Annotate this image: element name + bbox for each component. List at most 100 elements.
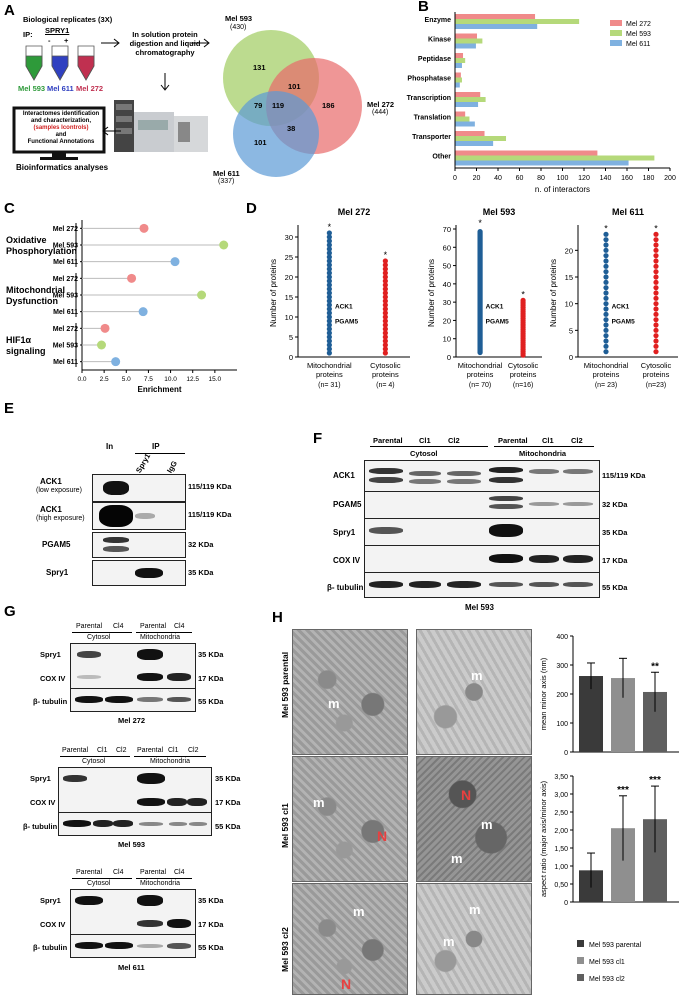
d-ytick-label: 70 — [443, 225, 451, 234]
venn-593-272: 101 — [288, 82, 301, 91]
d-star: * — [654, 223, 658, 233]
d-ytick-label: 20 — [443, 316, 451, 325]
g2-mito-line — [134, 756, 206, 757]
g1-mito: Mitochondria — [140, 634, 181, 641]
venn-mel611-name: Mel 611 — [213, 169, 240, 178]
b-bar — [455, 121, 475, 127]
minus-label: - — [48, 36, 51, 45]
interactome-text: Interactomes identification and characte… — [19, 111, 103, 146]
g1-row3: β- tubulin — [33, 697, 68, 706]
b-bar — [455, 131, 485, 136]
mass-spectrometer-icon — [114, 100, 208, 152]
plus-label: + — [64, 36, 69, 45]
d-dot — [603, 269, 609, 275]
c-category-label: Mel 593 — [53, 243, 78, 250]
venn-593-611: 79 — [254, 101, 263, 110]
g3-mito-line — [136, 878, 192, 879]
d-dot — [382, 338, 388, 344]
d-ylabel: Number of proteins — [427, 259, 436, 327]
d-dot — [653, 333, 659, 339]
d-dot — [382, 290, 388, 296]
d-dot — [326, 250, 332, 256]
d-dot — [326, 342, 332, 348]
f-caption: Mel 593 — [465, 603, 494, 612]
d-dot — [326, 330, 332, 336]
c-category-label: Mel 272 — [53, 226, 78, 233]
d-ytick-label: 0 — [289, 353, 293, 362]
em-cl1-2: N m m — [416, 756, 532, 882]
f-lane6: Cl2 — [571, 436, 583, 445]
d-dot — [326, 230, 332, 236]
e-blot-ack1-high — [92, 502, 186, 530]
h-row3-label: Mel 593 cl2 — [280, 927, 290, 972]
d-dot — [603, 285, 609, 291]
b-category-label: Transporter — [412, 134, 451, 141]
venn-611-272: 38 — [287, 124, 296, 133]
g1-lane2: Cl4 — [113, 623, 124, 630]
g1-mito-line — [136, 632, 192, 633]
em-cl2-1: m N — [292, 883, 408, 995]
d-category-label: proteins — [510, 370, 537, 379]
panel-label-f: F — [313, 430, 323, 447]
interactome-line4: Functional Annotations — [27, 139, 95, 145]
d-dot — [382, 270, 388, 276]
c-category-label: Mel 272 — [53, 326, 78, 333]
b-bar — [455, 160, 629, 166]
f-row2-name: PGAM5 — [333, 500, 362, 509]
h-ylabel: aspect ratio (major axis/minor axis) — [539, 780, 548, 897]
h-significance: *** — [649, 775, 661, 786]
d-dot — [603, 343, 609, 349]
d-dot — [653, 322, 659, 328]
d-star: * — [478, 218, 482, 228]
chart-d-mel593: Mel 593 0 10 20 30 40 50 60 70 Number of proteins… — [427, 207, 542, 389]
h-ytick-label: 200 — [556, 692, 568, 699]
g3-cyto: Cytosol — [87, 880, 111, 887]
f-blot-pgam5 — [364, 492, 600, 519]
d-dot — [653, 285, 659, 291]
d-dot — [326, 278, 332, 284]
g2-lane6: Cl2 — [188, 747, 199, 754]
b-category-label: Peptidase — [418, 56, 451, 63]
d-dot — [382, 274, 388, 280]
d-dot — [326, 326, 332, 332]
b-category-label: Kinase — [428, 37, 451, 44]
b-bar — [455, 92, 481, 97]
e-row2-sub: (high exposure) — [36, 515, 85, 522]
b-bar — [455, 136, 507, 141]
d-dot — [603, 247, 609, 253]
d-dot — [326, 334, 332, 340]
em-m-label: m — [353, 904, 365, 919]
b-bar — [455, 141, 494, 146]
f-row1-kda: 115/119 KDa — [602, 471, 646, 480]
tube-mel611-label: Mel 611 — [47, 84, 74, 93]
b-bar — [455, 77, 462, 83]
d-count-label: (n= 4) — [376, 382, 394, 389]
h-ytick-label: 3,00 — [554, 792, 568, 799]
h-ytick-label: 300 — [556, 663, 568, 670]
h-legend-label: Mel 593 cl1 — [589, 959, 625, 966]
chart-c-enrichment: 0.0 2.5 5.0 7.5 10.0 12.5 15.0 Enrichment Mel 27… — [6, 220, 237, 392]
d-dot — [603, 311, 609, 317]
c-point — [100, 323, 110, 333]
g1-row3-kda: 55 KDa — [198, 697, 224, 706]
d-category-label: Cytosolic — [370, 361, 401, 370]
d-star: * — [521, 289, 525, 299]
g1-lane3: Parental — [140, 623, 167, 630]
d-dot-column — [477, 229, 483, 356]
em-n-label: N — [341, 976, 352, 992]
g2-blot-coxiv — [58, 790, 212, 813]
e-row1-kda: 115/119 KDa — [188, 482, 232, 491]
d-dot — [603, 231, 609, 237]
d-dot — [326, 242, 332, 248]
d-ytick-label: 60 — [443, 243, 451, 252]
d-dot — [326, 294, 332, 300]
d-dot — [382, 302, 388, 308]
d-annotation: ACK1 — [612, 303, 630, 310]
g3-lane1: Parental — [76, 869, 103, 876]
g1-row1-kda: 35 KDa — [198, 650, 224, 659]
d-dot — [382, 262, 388, 268]
b-bar — [455, 116, 470, 122]
d-ytick-label: 40 — [443, 280, 451, 289]
g2-lane1: Parental — [62, 747, 89, 754]
f-row2-kda: 32 KDa — [602, 500, 628, 509]
